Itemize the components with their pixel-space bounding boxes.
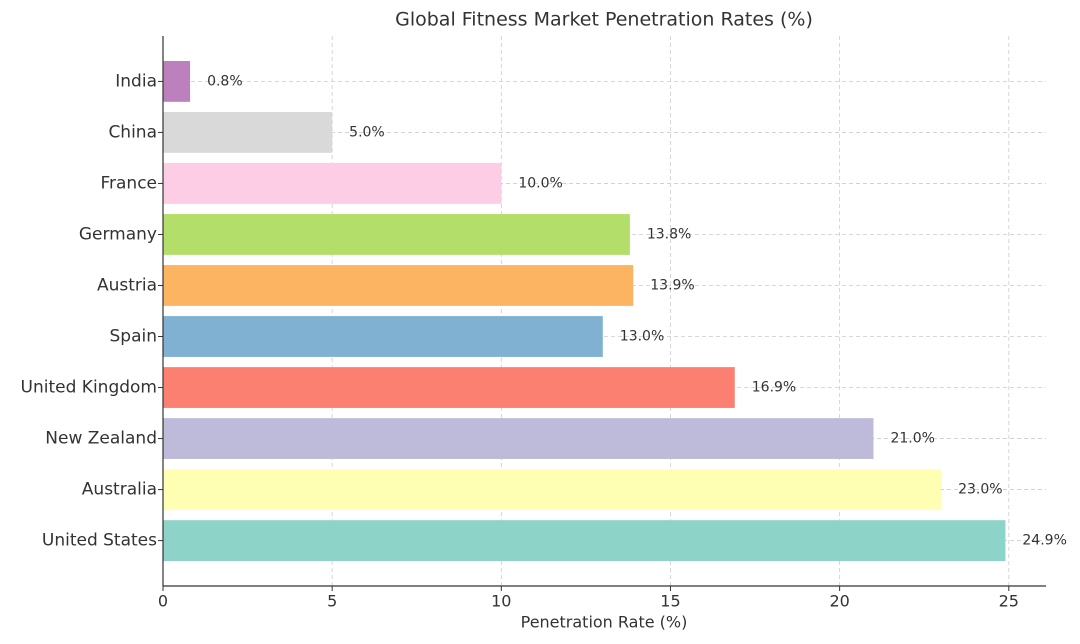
y-tick-label: France [100,173,157,193]
bar [163,61,191,102]
y-tick-label: United States [42,531,157,551]
x-tick-label: 20 [829,592,849,611]
x-tick-label: 25 [999,592,1019,611]
y-tick-label: New Zealand [45,429,157,449]
bar [163,469,942,510]
data-label: 13.0% [620,329,664,345]
data-label: 0.8% [207,73,243,89]
bar [163,112,333,153]
bar [163,265,634,306]
data-label: 16.9% [752,380,796,396]
x-tick-label: 0 [158,592,168,611]
bar [163,316,603,357]
data-label: 24.9% [1022,533,1066,549]
data-label: 10.0% [518,175,562,191]
x-tick-label: 15 [660,592,680,611]
x-tick-label: 5 [327,592,337,611]
y-tick-label: India [115,71,157,91]
y-tick-label: United Kingdom [21,378,157,398]
chart-title: Global Fitness Market Penetration Rates … [395,9,813,31]
data-label: 13.9% [650,277,694,293]
x-tick-label: 10 [491,592,511,611]
y-tick-label: Spain [110,327,158,347]
data-label: 13.8% [647,226,691,242]
bar [163,214,630,255]
y-tick-label: Australia [82,480,157,500]
bar [163,520,1006,561]
bar [163,367,735,408]
data-label: 21.0% [890,431,934,447]
y-tick-label: Austria [97,275,157,295]
y-tick-label: China [108,122,157,142]
data-label: 5.0% [349,124,385,140]
bar [163,163,502,204]
x-axis-label: Penetration Rate (%) [521,613,688,632]
y-tick-label: Germany [79,224,157,244]
data-label: 23.0% [958,482,1002,498]
bar [163,418,874,459]
